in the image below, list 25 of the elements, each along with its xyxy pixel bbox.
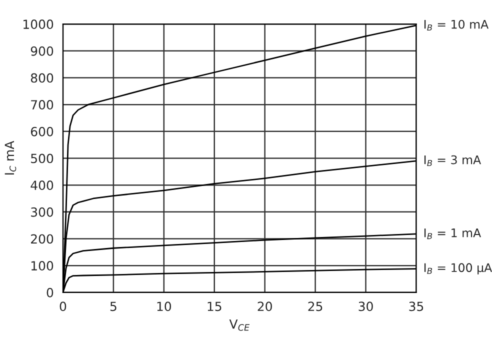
y-tick-label: 700 [31, 100, 54, 110]
y-tick-label: 900 [30, 46, 54, 56]
y-tick-label: 800 [30, 73, 54, 83]
y-tick-label: 200 [31, 234, 54, 244]
series-label: I$_{B}$ = 1 mA [424, 228, 482, 240]
y-tick-label: 400 [30, 180, 54, 190]
y-tick-label: 1000 [24, 20, 54, 30]
y-tick-label: 600 [30, 126, 54, 136]
x-tick-label: 15 [208, 302, 222, 312]
series-label: I$_{B}$ = 10 mA [424, 20, 489, 31]
x-tick-label: 25 [308, 302, 322, 312]
x-tick-label: 0 [60, 302, 66, 312]
series-label: I$_{B}$ = 3 mA [424, 155, 482, 166]
x-tick-label: 30 [358, 302, 373, 312]
x-tick-label: 5 [110, 302, 116, 312]
y-tick-label: 500 [31, 154, 54, 164]
x-axis-title: V$_{CE}$ [229, 319, 250, 331]
x-tick-label: 20 [258, 302, 272, 312]
y-tick-label: 100 [31, 261, 54, 270]
series-label: I$_{B}$ = 100 µA [424, 263, 492, 274]
y-tick-label: 0 [46, 288, 54, 298]
y-axis-title: I$_{C}$ mA [4, 140, 16, 175]
x-tick-label: 10 [157, 302, 172, 312]
x-tick-label: 35 [409, 302, 424, 312]
y-tick-label: 300 [31, 207, 54, 217]
